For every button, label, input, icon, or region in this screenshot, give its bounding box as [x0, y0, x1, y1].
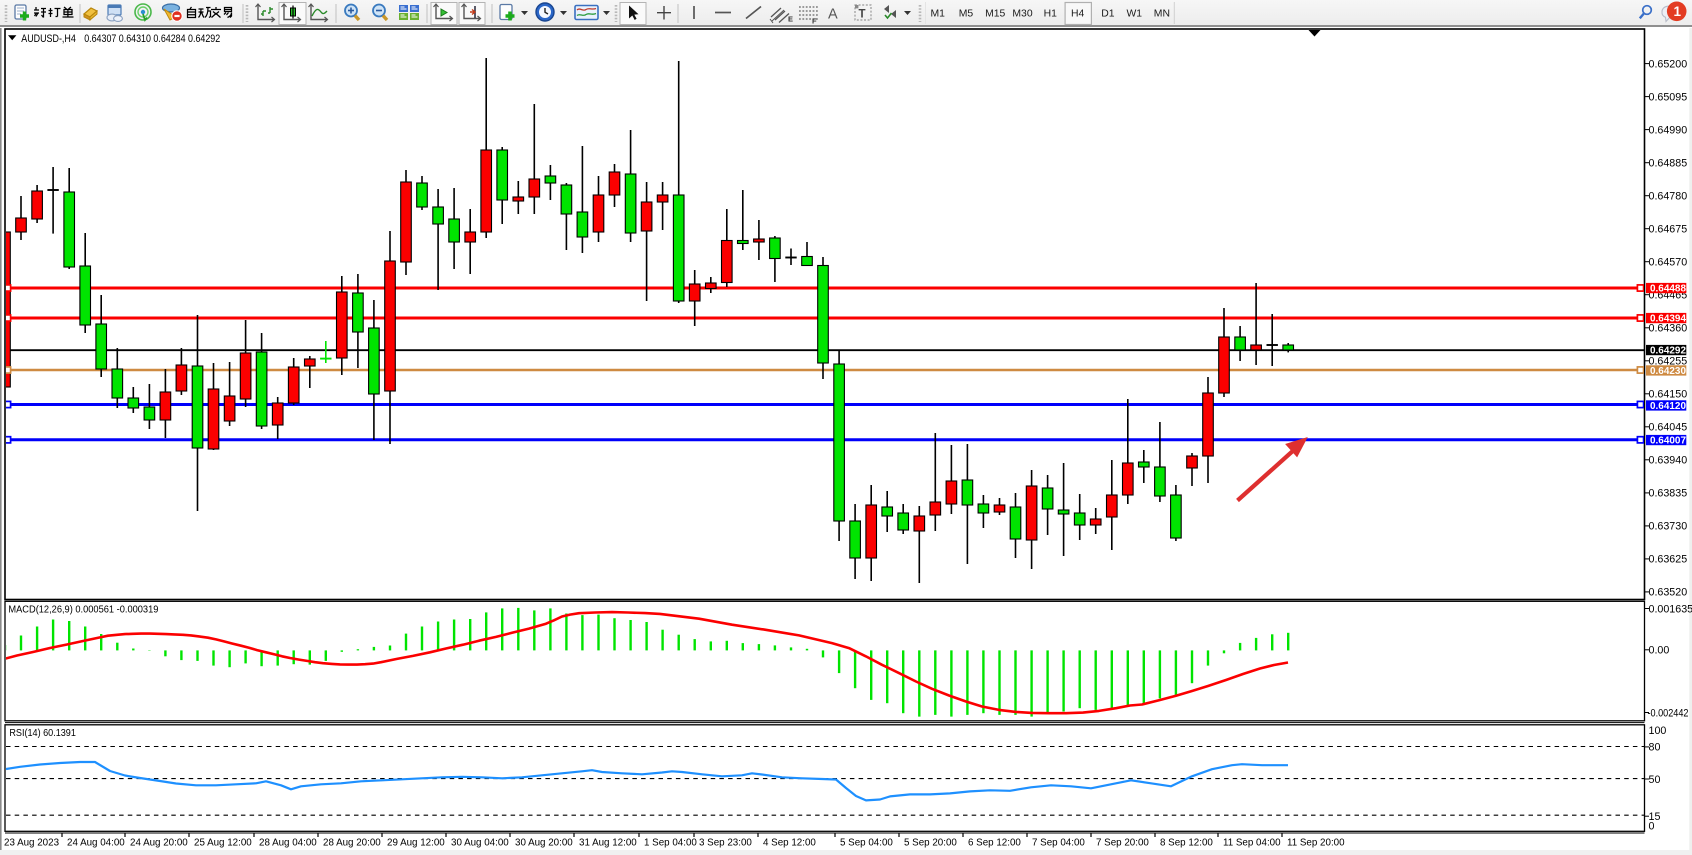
svg-text:0.64885: 0.64885	[1649, 158, 1688, 170]
svg-text:M5: M5	[959, 9, 974, 20]
svg-text:0.64150: 0.64150	[1649, 389, 1688, 401]
svg-text:30 Aug 04:00: 30 Aug 04:00	[451, 838, 509, 849]
svg-text:AUDUSD-,H4: AUDUSD-,H4	[21, 33, 76, 45]
svg-text:0.64230: 0.64230	[1650, 366, 1687, 377]
svg-text:0.64045: 0.64045	[1649, 422, 1688, 434]
svg-text:28 Aug 20:00: 28 Aug 20:00	[323, 838, 381, 849]
svg-text:5 Sep 20:00: 5 Sep 20:00	[904, 838, 957, 849]
svg-text:0.64780: 0.64780	[1649, 191, 1688, 203]
svg-text:0.64570: 0.64570	[1649, 257, 1688, 269]
svg-text:0.64360: 0.64360	[1649, 323, 1688, 335]
svg-text:D1: D1	[1101, 9, 1115, 20]
svg-text:0.00: 0.00	[1649, 645, 1670, 657]
svg-text:1: 1	[1674, 4, 1682, 19]
svg-text:RSI(14) 60.1391: RSI(14) 60.1391	[9, 728, 76, 739]
svg-text:4 Sep 12:00: 4 Sep 12:00	[763, 838, 816, 849]
svg-text:0.64292: 0.64292	[1650, 346, 1687, 357]
svg-text:50: 50	[1649, 774, 1661, 786]
svg-text:7 Sep 04:00: 7 Sep 04:00	[1032, 838, 1085, 849]
svg-text:1 Sep 04:00: 1 Sep 04:00	[644, 838, 697, 849]
svg-text:23 Aug 2023: 23 Aug 2023	[4, 838, 60, 849]
svg-text:30 Aug 20:00: 30 Aug 20:00	[515, 838, 573, 849]
svg-text:5 Sep 04:00: 5 Sep 04:00	[840, 838, 893, 849]
svg-text:0.64307 0.64310 0.64284 0.6429: 0.64307 0.64310 0.64284 0.64292	[84, 33, 220, 45]
svg-text:0.63835: 0.63835	[1649, 488, 1688, 500]
svg-text:0.65095: 0.65095	[1649, 91, 1688, 103]
svg-text:0.64394: 0.64394	[1650, 314, 1687, 325]
svg-text:25 Aug 12:00: 25 Aug 12:00	[194, 838, 252, 849]
svg-text:15: 15	[1649, 811, 1661, 823]
svg-text:28 Aug 04:00: 28 Aug 04:00	[259, 838, 317, 849]
svg-text:0.64488: 0.64488	[1650, 284, 1687, 295]
svg-text:0.64007: 0.64007	[1650, 436, 1687, 447]
svg-text:MACD(12,26,9) 0.000561 -0.0003: MACD(12,26,9) 0.000561 -0.000319	[8, 605, 158, 616]
svg-text:-0.002442: -0.002442	[1648, 707, 1689, 719]
svg-text:7 Sep 20:00: 7 Sep 20:00	[1096, 838, 1149, 849]
svg-text:0: 0	[1649, 820, 1655, 832]
svg-text:6 Sep 12:00: 6 Sep 12:00	[968, 838, 1021, 849]
svg-text:0.63730: 0.63730	[1649, 521, 1688, 533]
svg-text:0.64990: 0.64990	[1649, 124, 1688, 136]
svg-text:0.65200: 0.65200	[1649, 58, 1688, 70]
svg-text:M1: M1	[931, 9, 946, 20]
svg-text:MN: MN	[1154, 9, 1170, 20]
svg-text:H4: H4	[1071, 9, 1085, 20]
svg-text:11 Sep 20:00: 11 Sep 20:00	[1287, 838, 1345, 849]
svg-text:F: F	[812, 17, 817, 26]
svg-text:0.63940: 0.63940	[1649, 455, 1688, 467]
svg-text:0.63520: 0.63520	[1649, 587, 1688, 599]
svg-text:0.001635: 0.001635	[1649, 603, 1692, 615]
svg-text:M30: M30	[1012, 9, 1032, 20]
svg-text:11 Sep 04:00: 11 Sep 04:00	[1223, 838, 1281, 849]
svg-text:3 Sep 23:00: 3 Sep 23:00	[699, 838, 752, 849]
svg-text:E: E	[788, 15, 793, 24]
svg-text:24 Aug 20:00: 24 Aug 20:00	[130, 838, 188, 849]
svg-text:0.64120: 0.64120	[1650, 401, 1687, 412]
svg-text:T: T	[859, 9, 866, 21]
svg-text:0.63625: 0.63625	[1649, 554, 1688, 566]
svg-text:0.64255: 0.64255	[1649, 356, 1688, 368]
svg-text:80: 80	[1649, 742, 1661, 754]
svg-text:H1: H1	[1044, 9, 1058, 20]
svg-text:29 Aug 12:00: 29 Aug 12:00	[387, 838, 445, 849]
svg-text:W1: W1	[1127, 9, 1143, 20]
svg-text:0.64675: 0.64675	[1649, 224, 1688, 236]
svg-text:24 Aug 04:00: 24 Aug 04:00	[67, 838, 125, 849]
svg-text:A: A	[828, 7, 838, 23]
svg-text:8 Sep 12:00: 8 Sep 12:00	[1160, 838, 1213, 849]
svg-text:100: 100	[1649, 725, 1667, 737]
svg-text:31 Aug 12:00: 31 Aug 12:00	[579, 838, 637, 849]
svg-text:M15: M15	[985, 9, 1005, 20]
